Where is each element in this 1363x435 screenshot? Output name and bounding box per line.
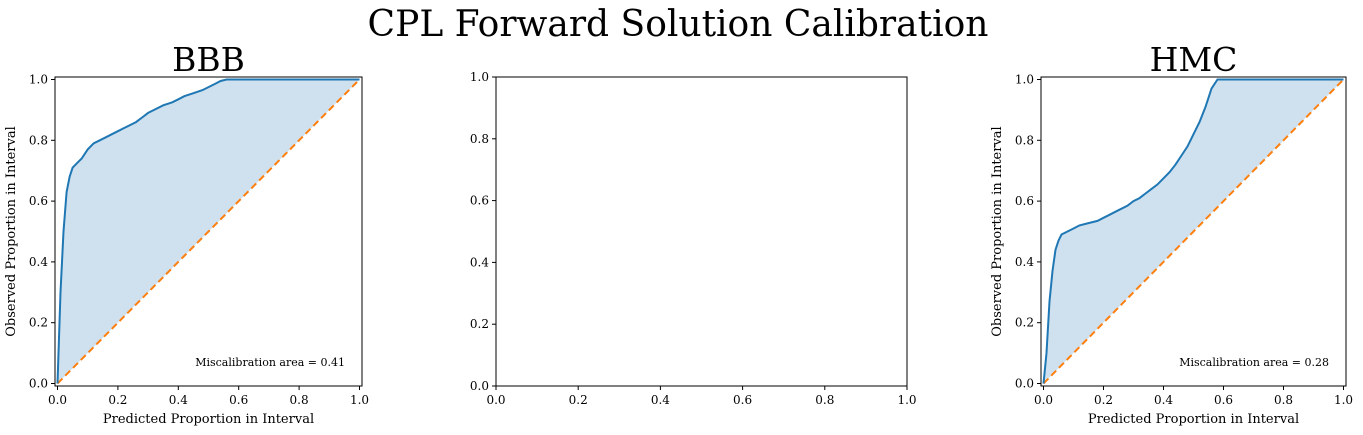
y-tick-label: 1.0: [470, 70, 489, 84]
y-tick-label: 0.4: [29, 255, 48, 269]
x-tick-label: 1.0: [350, 393, 369, 407]
x-tick-label: 1.0: [897, 393, 916, 407]
y-tick-label: 0.0: [29, 377, 48, 391]
y-tick-label: 0.6: [29, 194, 48, 208]
ideal-diagonal-line: [56, 78, 361, 385]
x-tick-label: 0.2: [108, 393, 127, 407]
x-tick-label: 0.4: [169, 393, 188, 407]
axes-frame: [495, 76, 908, 387]
y-tick-label: 0.0: [1015, 377, 1034, 391]
miscalibration-annotation: Miscalibration area = 0.28: [1179, 356, 1329, 369]
calibration-curve: [1042, 78, 1344, 384]
x-tick-label: 0.8: [815, 393, 834, 407]
x-axis-label: Predicted Proportion in Interval: [1088, 412, 1299, 427]
y-tick-label: 1.0: [1015, 73, 1034, 87]
ideal-diagonal-line: [1042, 78, 1345, 385]
subplots: 0.0 0.2 0.4 0.6 0.8 1.0 0.0 0.2 0.4 0.6 0.8 1.0 BBB P…: [4, 40, 1353, 427]
y-tick-label: 0.8: [470, 132, 489, 146]
y-axis-label: Observed Proportion in Interval: [990, 126, 1005, 336]
x-tick-label: 0.2: [1094, 393, 1113, 407]
y-tick-label: 0.2: [470, 317, 489, 331]
y-tick-label: 0.2: [1015, 316, 1034, 330]
miscalibration-annotation: Miscalibration area = 0.41: [195, 356, 345, 369]
x-axis-label: Predicted Proportion in Interval: [103, 412, 314, 427]
y-tick-label: 0.2: [29, 316, 48, 330]
y-tick-label: 0.4: [470, 255, 489, 269]
x-tick-label: 1.0: [1334, 393, 1353, 407]
subplot-title: BBB: [172, 40, 245, 79]
x-tick-label: 0.0: [1034, 393, 1053, 407]
x-tick-label: 0.6: [229, 393, 248, 407]
y-tick-label: 0.8: [1015, 133, 1034, 147]
y-axis-label: Observed Proportion in Interval: [4, 126, 19, 336]
subplot-title: HMC: [1150, 40, 1238, 79]
x-tick-label: 0.2: [569, 393, 588, 407]
y-tick-label: 0.6: [470, 194, 489, 208]
calibration-curve: [56, 78, 360, 384]
y-tick-label: 0.8: [29, 133, 48, 147]
y-tick-label: 0.0: [470, 379, 489, 393]
subplot-3: 0.0 0.2 0.4 0.6 0.8 1.0 0.0 0.2 0.4 0.6 0.8 1.0 HMC P…: [990, 40, 1353, 427]
y-tick-label: 0.6: [1015, 194, 1034, 208]
x-tick-label: 0.6: [733, 393, 752, 407]
axes-frame: [54, 76, 363, 387]
y-tick-label: 1.0: [29, 73, 48, 87]
x-tick-label: 0.6: [1214, 393, 1233, 407]
x-tick-label: 0.8: [290, 393, 309, 407]
figure-title: CPL Forward Solution Calibration: [368, 4, 989, 45]
x-tick-label: 0.4: [1154, 393, 1173, 407]
x-tick-label: 0.4: [651, 393, 670, 407]
subplot-1: 0.0 0.2 0.4 0.6 0.8 1.0 0.0 0.2 0.4 0.6 0.8 1.0 BBB P…: [4, 40, 369, 427]
y-tick-label: 0.4: [1015, 255, 1034, 269]
axes-frame: [1040, 76, 1347, 387]
x-tick-label: 0.8: [1274, 393, 1293, 407]
x-tick-label: 0.0: [486, 393, 505, 407]
subplot-2: 0.0 0.2 0.4 0.6 0.8 1.0 0.0 0.2 0.4 0.6 0.8 1.0: [470, 70, 917, 407]
x-tick-label: 0.0: [48, 393, 67, 407]
